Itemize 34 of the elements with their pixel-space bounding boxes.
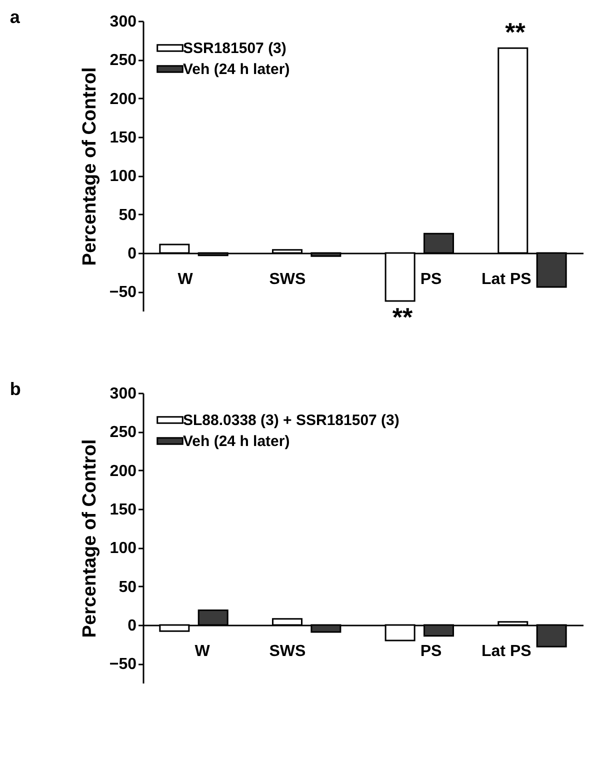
y-tick-label: 300 [110, 386, 137, 402]
x-tick-label: PS [420, 643, 442, 660]
chart-title: a [10, 7, 21, 27]
y-tick-label: 150 [110, 502, 137, 518]
y-tick-label: 250 [110, 424, 137, 442]
x-tick-label: W [194, 643, 211, 660]
y-tick-label: 50 [118, 578, 137, 596]
x-tick-label: W [178, 271, 194, 288]
chart-title: b [10, 379, 21, 399]
x-tick-label: SWS [269, 643, 306, 660]
y-tick-label: 200 [110, 462, 137, 480]
legend-label: Veh (24 h later) [183, 433, 290, 450]
legend-label: SSR181507 (3) [183, 40, 286, 57]
y-tick-label: 250 [110, 52, 137, 70]
y-tick-label: 100 [110, 168, 137, 186]
legend-label: SL88.0338 (3) + SSR181507 (3) [183, 412, 400, 429]
y-tick-label: −50 [109, 284, 137, 302]
y-tick-label: 100 [110, 540, 137, 558]
y-tick-label: 0 [128, 246, 137, 262]
y-tick-label: 200 [110, 90, 137, 108]
y-axis-title: Percentage of Control [79, 67, 100, 266]
annotation: ** [392, 302, 414, 332]
y-tick-label: 150 [110, 130, 137, 146]
y-tick-label: −50 [109, 656, 137, 674]
y-tick-label: 0 [128, 618, 137, 634]
y-tick-label: 50 [118, 206, 137, 224]
x-tick-label: SWS [269, 271, 306, 288]
x-tick-label: PS [420, 271, 442, 288]
y-tick-label: 300 [110, 14, 137, 30]
legend-label: Veh (24 h later) [183, 61, 290, 78]
annotation: ** [505, 17, 526, 48]
x-tick-label: Lat PS [482, 643, 532, 660]
x-tick-label: Lat PS [482, 271, 532, 288]
y-axis-title: Percentage of Control [79, 439, 100, 638]
